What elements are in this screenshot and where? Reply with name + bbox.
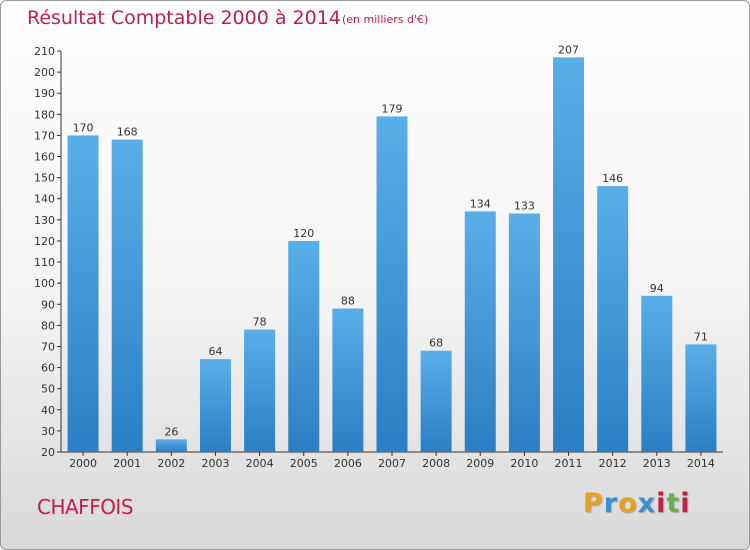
- y-tick-label: 30: [41, 425, 55, 438]
- bar-value-label: 134: [470, 197, 491, 210]
- bar-value-label: 26: [164, 425, 178, 438]
- bar-2014[interactable]: [685, 344, 717, 452]
- y-tick-label: 100: [34, 277, 55, 290]
- bar-2005[interactable]: [288, 240, 320, 452]
- x-tick-label: 2009: [466, 457, 494, 470]
- bar-2006[interactable]: [332, 308, 364, 452]
- bar-value-label: 68: [429, 337, 443, 350]
- x-tick-label: 2006: [334, 457, 362, 470]
- bar-value-label: 146: [602, 172, 623, 185]
- bar-2012[interactable]: [597, 186, 629, 453]
- logo-letter: t: [666, 488, 681, 519]
- logo-letter: r: [603, 488, 619, 519]
- bar-2007[interactable]: [376, 116, 408, 452]
- x-tick-label: 2011: [555, 457, 583, 470]
- bar-value-label: 88: [341, 294, 355, 307]
- x-tick-label: 2005: [290, 457, 318, 470]
- proxiti-logo[interactable]: Proxiti: [583, 488, 691, 519]
- y-tick-label: 170: [34, 129, 55, 142]
- bar-value-label: 94: [650, 282, 664, 295]
- bar-2011[interactable]: [553, 57, 585, 453]
- y-tick-label: 70: [41, 340, 55, 353]
- bar-2001[interactable]: [111, 139, 143, 453]
- bar-value-label: 64: [208, 345, 222, 358]
- bar-value-label: 71: [694, 330, 708, 343]
- bar-value-label: 78: [253, 316, 267, 329]
- x-tick-label: 2003: [201, 457, 229, 470]
- y-tick-label: 80: [41, 319, 55, 332]
- bar-value-label: 207: [558, 43, 579, 56]
- y-tick-label: 160: [34, 151, 55, 164]
- bar-2010[interactable]: [508, 213, 540, 452]
- y-tick-label: 180: [34, 108, 55, 121]
- x-tick-label: 2007: [378, 457, 406, 470]
- bar-2000[interactable]: [67, 135, 99, 452]
- y-tick-label: 150: [34, 172, 55, 185]
- bar-2008[interactable]: [420, 350, 452, 452]
- x-tick-label: 2004: [246, 457, 274, 470]
- y-tick-label: 190: [34, 87, 55, 100]
- y-tick-label: 120: [34, 235, 55, 248]
- x-tick-label: 2001: [113, 457, 141, 470]
- bar-value-label: 170: [73, 121, 94, 134]
- commune-name: CHAFFOIS: [37, 495, 134, 519]
- x-tick-label: 2014: [687, 457, 715, 470]
- bar-2013[interactable]: [641, 295, 673, 452]
- bar-2009[interactable]: [464, 211, 496, 452]
- chart-subtitle: (en milliers d'€): [342, 13, 429, 26]
- bar-value-label: 133: [514, 200, 535, 213]
- y-tick-label: 50: [41, 383, 55, 396]
- bar-2004[interactable]: [244, 329, 276, 452]
- bar-2003[interactable]: [199, 359, 231, 452]
- bar-value-label: 120: [293, 227, 314, 240]
- bar-2002[interactable]: [155, 439, 187, 452]
- y-tick-label: 140: [34, 193, 55, 206]
- y-tick-label: 40: [41, 404, 55, 417]
- logo-letter: i: [680, 488, 691, 519]
- y-tick-label: 210: [34, 45, 55, 58]
- x-tick-label: 2008: [422, 457, 450, 470]
- x-tick-label: 2002: [157, 457, 185, 470]
- y-tick-label: 200: [34, 66, 55, 79]
- x-tick-label: 2012: [599, 457, 627, 470]
- bar-value-label: 168: [117, 126, 138, 139]
- x-tick-label: 2000: [69, 457, 97, 470]
- x-tick-label: 2010: [510, 457, 538, 470]
- y-tick-label: 20: [41, 446, 55, 459]
- chart-title: Résultat Comptable 2000 à 2014: [27, 7, 341, 29]
- logo-letter: i: [656, 488, 667, 519]
- logo-letter: P: [583, 488, 604, 519]
- logo-letter: o: [618, 488, 638, 519]
- y-tick-label: 60: [41, 362, 55, 375]
- y-tick-label: 90: [41, 298, 55, 311]
- y-tick-label: 110: [34, 256, 55, 269]
- logo-letter: x: [637, 488, 657, 519]
- x-tick-label: 2013: [643, 457, 671, 470]
- y-tick-label: 130: [34, 214, 55, 227]
- bar-value-label: 179: [382, 102, 403, 115]
